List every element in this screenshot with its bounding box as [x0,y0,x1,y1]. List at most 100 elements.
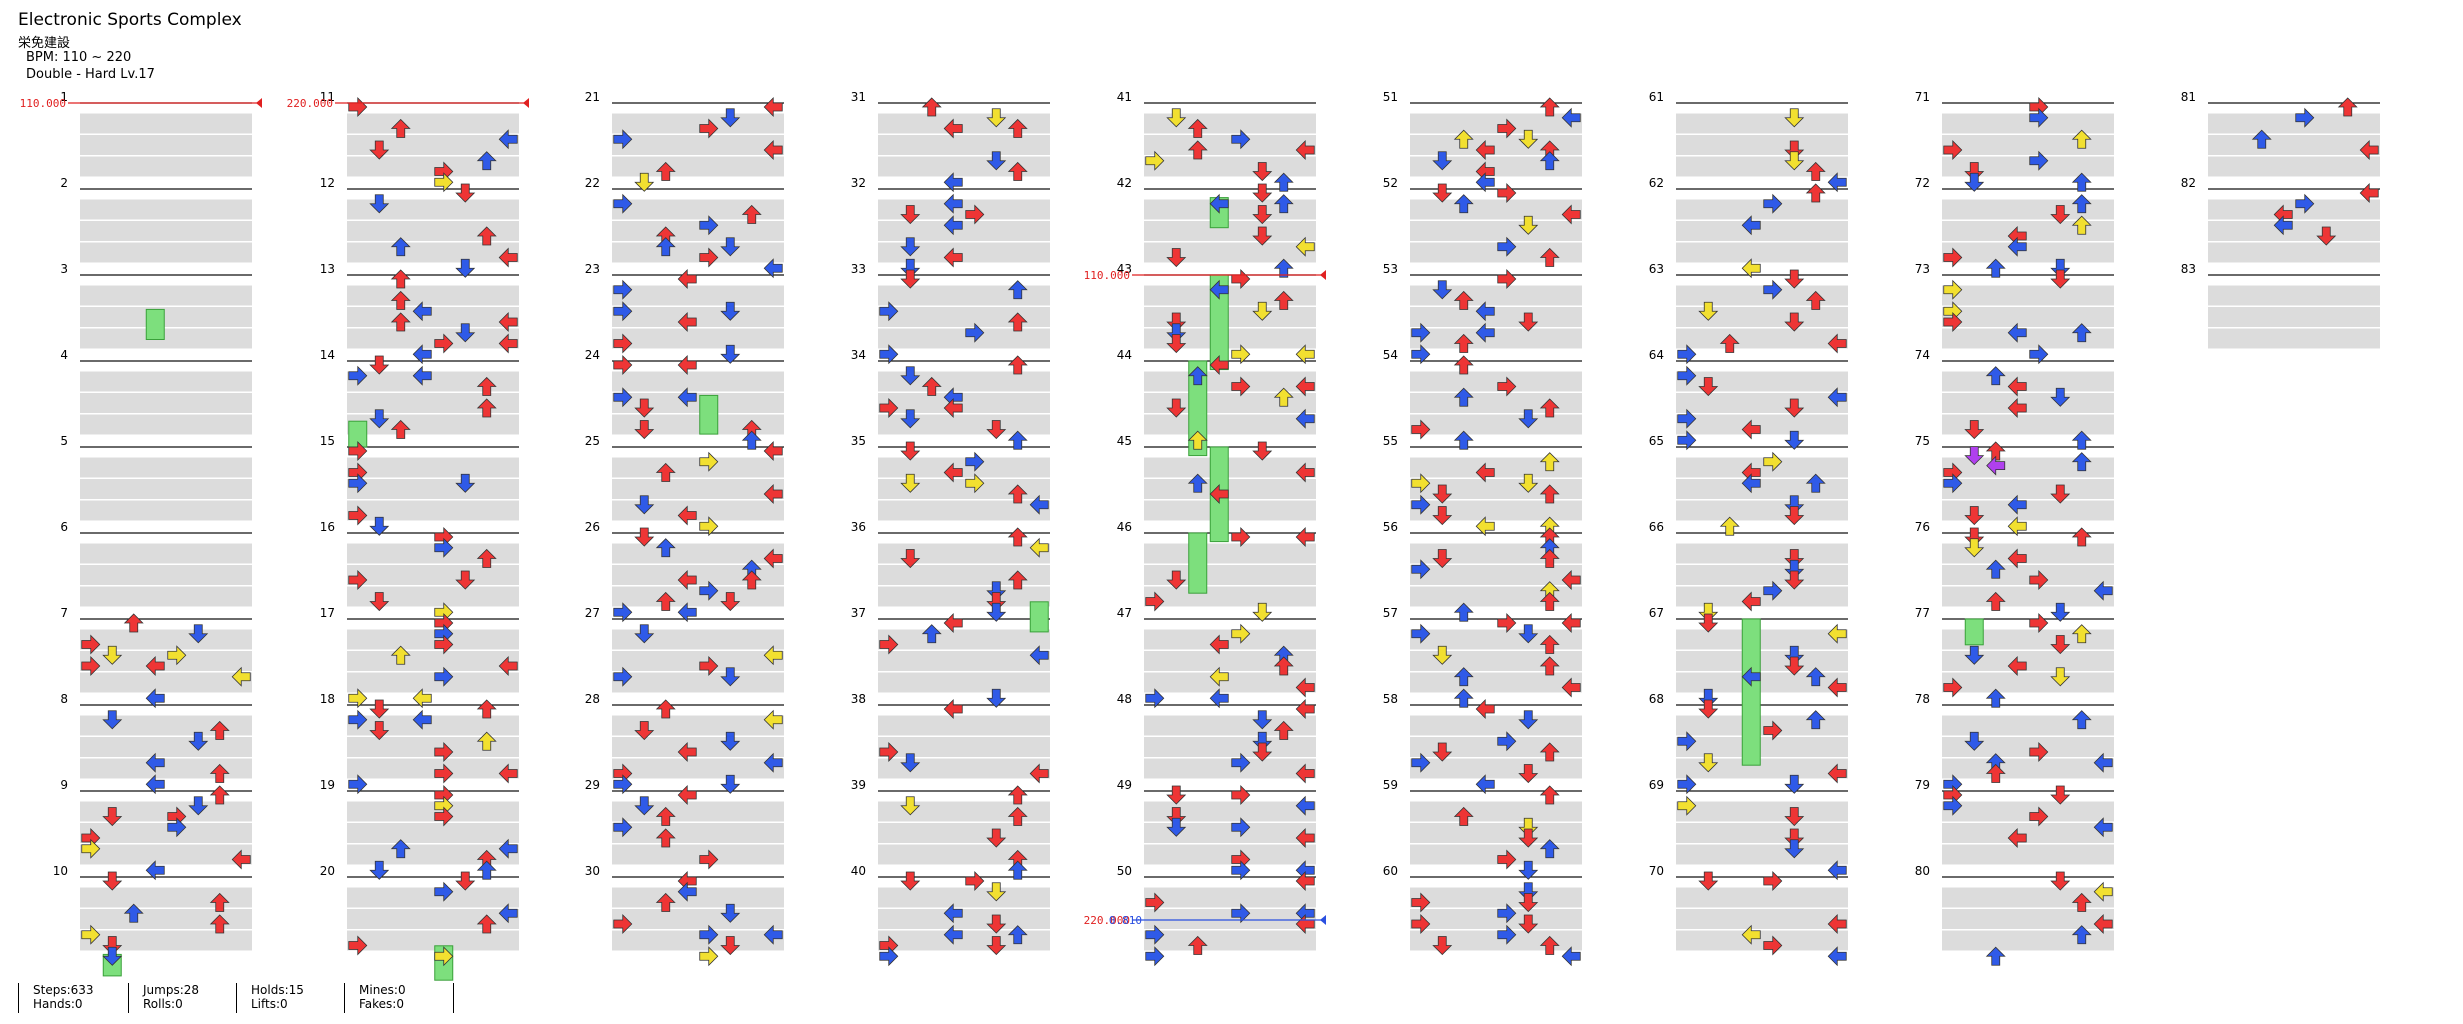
measure-stripe [1410,393,1582,413]
step-arrow-shape [390,645,411,665]
measure-stripe [347,371,519,392]
step-arrow [231,666,251,687]
measure-stripe [1676,285,1848,306]
measure-stripe [347,199,519,220]
step-arrow [1943,677,1963,698]
step-arrow-shape [1007,570,1028,590]
step-arrow [102,807,123,827]
step-arrow [1985,763,2006,783]
step-arrow-shape [476,914,497,934]
step-arrow-shape [1273,290,1294,310]
step-arrow-shape [1007,484,1028,504]
step-arrow [763,97,783,117]
step-arrow-shape [943,215,963,236]
measure-stripe [80,543,252,564]
step-arrow [1273,194,1294,214]
step-arrow [965,322,985,343]
step-arrow-shape [455,473,476,493]
step-arrow [1497,613,1517,633]
step-arrow-shape [1475,140,1495,160]
step-arrow [390,312,411,332]
step-arrow [1295,236,1315,257]
step-arrow [1411,559,1431,580]
step-arrow-shape [677,312,697,332]
step-arrow-shape [498,333,518,354]
step-arrow [348,774,368,795]
measure-stripe [1942,221,2114,241]
step-arrow [2029,107,2049,128]
step-arrow-shape [1166,398,1187,418]
step-arrow-shape [2007,398,2027,418]
step-arrow-shape [2007,548,2027,569]
step-arrow [986,828,1007,848]
step-arrow [986,108,1007,128]
measure-number: 67 [1649,606,1664,620]
step-arrow-shape [1827,946,1847,967]
step-arrow-shape [498,129,518,150]
step-arrow [634,495,655,515]
step-arrow [145,774,165,795]
step-arrow [434,806,454,827]
step-arrow [1561,204,1581,225]
measure-number: 21 [585,90,600,104]
step-arrow [1273,387,1294,407]
measure-stripe [80,737,252,757]
measure-stripe [1144,715,1316,736]
measure-stripe [1144,823,1316,843]
step-arrow-shape [1497,183,1517,203]
step-arrow-shape [2071,172,2092,192]
measure-stripe [1410,285,1582,306]
step-arrow-shape [1166,108,1187,128]
step-arrow [2007,656,2027,676]
step-arrow [1145,688,1165,709]
step-arrow [348,688,368,709]
step-arrow-shape [986,420,1007,440]
step-arrow-shape [2050,258,2071,278]
step-arrow [2071,172,2092,192]
step-arrow [879,634,899,655]
step-arrow [1432,549,1453,569]
measure-number: 83 [2181,262,2196,276]
measure-number: 61 [1649,90,1664,104]
step-arrow-shape [1007,118,1028,138]
step-arrow-shape [2007,236,2027,257]
step-arrow-shape [1007,785,1028,805]
step-arrow [1698,699,1719,719]
step-arrow-shape [188,624,209,644]
step-arrow [2029,742,2049,762]
measure-stripe [347,113,519,134]
step-arrow [1518,473,1539,493]
step-arrow [1741,666,1761,687]
step-arrow [921,97,942,117]
measure-stripe [2208,221,2380,241]
step-arrow [986,914,1007,934]
measure-number: 33 [851,262,866,276]
step-arrow [1295,376,1315,397]
step-arrow [1518,828,1539,848]
step-arrow [369,516,390,536]
step-arrow-shape [1295,828,1315,848]
measure-number: 38 [851,692,866,706]
measure-number: 3 [60,262,68,276]
step-arrow-shape [2007,494,2027,515]
step-arrow [613,914,633,934]
step-arrow [1007,570,1028,590]
measure-stripe [1676,565,1848,585]
step-arrow [986,936,1007,956]
step-arrow [1964,172,1985,192]
step-arrow [1964,162,1985,182]
step-arrow [720,301,741,321]
step-arrow-shape [1763,720,1783,741]
step-arrow [763,924,783,945]
step-arrow [655,699,676,719]
measure-stripe [612,909,784,929]
step-arrow [1518,860,1539,880]
measure-stripe [1942,909,2114,929]
step-arrow-shape [145,656,165,676]
step-arrow [699,849,719,870]
measure-stripe [1410,543,1582,564]
step-arrow-shape [879,344,899,365]
step-arrow [1145,591,1165,612]
step-arrow [1827,387,1847,408]
step-arrow-shape [2071,892,2092,912]
